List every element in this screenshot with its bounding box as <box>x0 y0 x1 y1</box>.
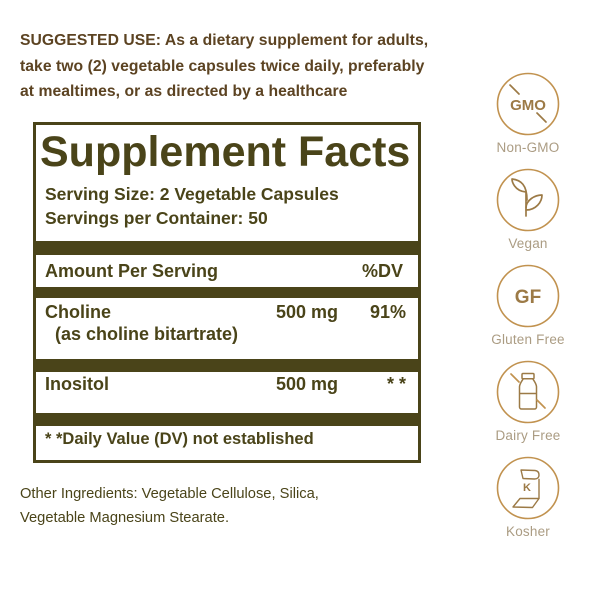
svg-text:K: K <box>523 482 531 494</box>
svg-text:GMO: GMO <box>510 97 546 114</box>
svg-text:GF: GF <box>515 287 541 308</box>
